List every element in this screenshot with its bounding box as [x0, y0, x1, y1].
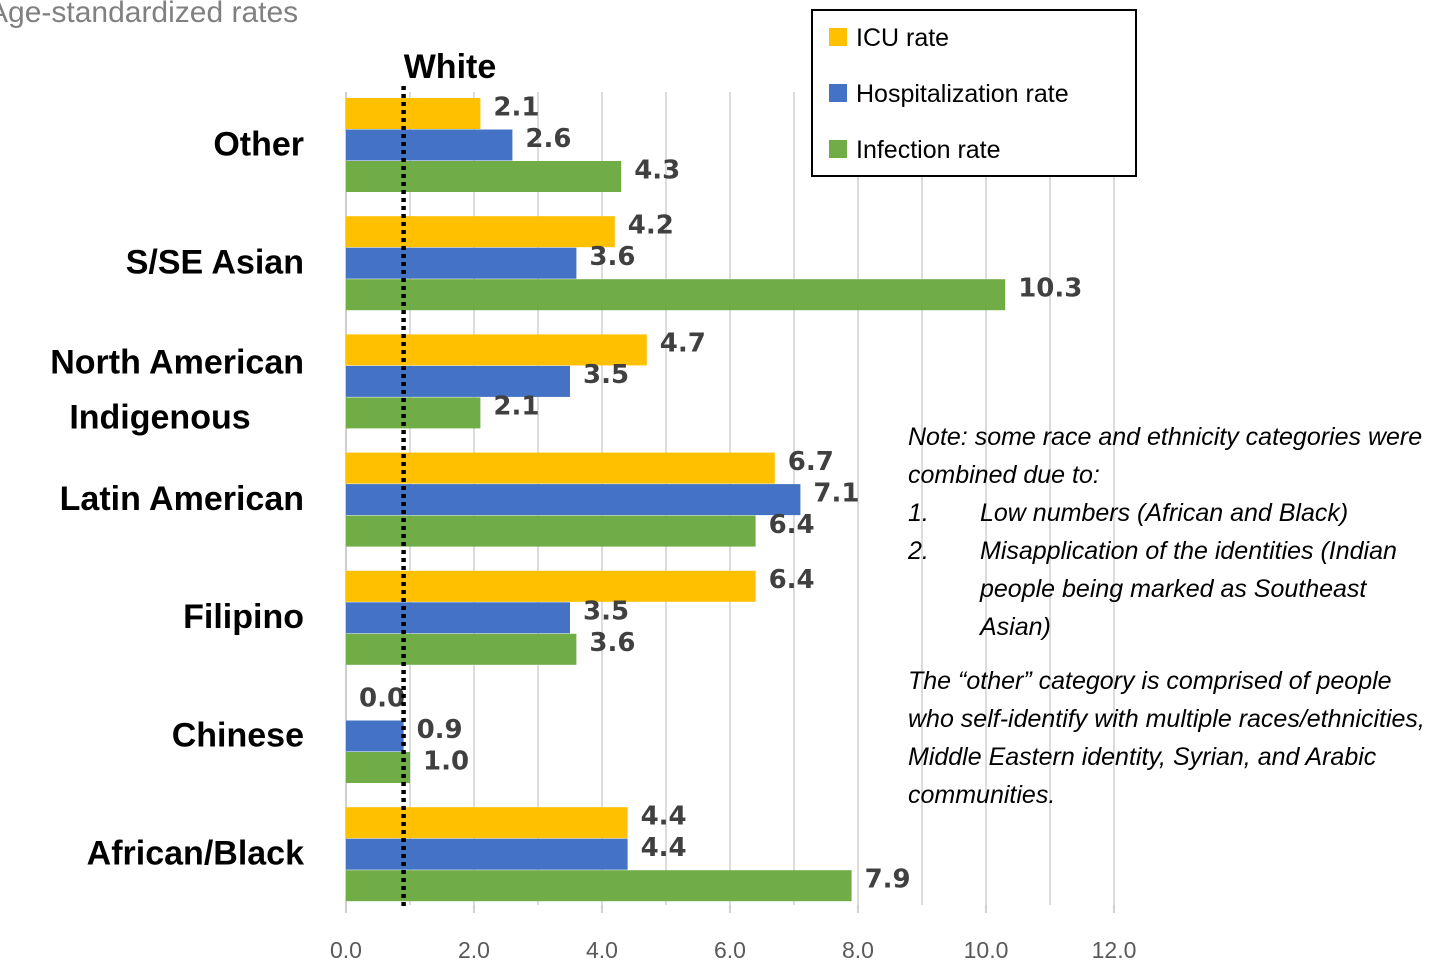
bar-hospitalization-rate	[346, 602, 570, 634]
category-label: Other	[213, 125, 304, 163]
x-tick-label: 0.0	[330, 937, 362, 962]
data-label: 3.6	[589, 242, 635, 272]
x-tick-label: 8.0	[842, 937, 874, 962]
category-label: S/SE Asian	[126, 243, 304, 281]
x-tick-label: 12.0	[1092, 937, 1137, 962]
data-label: 7.9	[865, 865, 911, 895]
bar-hospitalization-rate	[346, 838, 628, 870]
note-other-category: The “other” category is comprised of peo…	[908, 667, 1425, 809]
data-label: 2.1	[493, 92, 539, 122]
legend-swatch	[829, 28, 847, 46]
legend-label: ICU rate	[856, 24, 949, 52]
bar-infection-rate	[346, 870, 852, 902]
bar-hospitalization-rate	[346, 365, 570, 397]
data-label: 6.7	[788, 447, 834, 477]
bar-icu-rate	[346, 334, 647, 366]
bar-infection-rate	[346, 397, 481, 429]
legend-box	[811, 9, 1137, 177]
legend-swatch	[829, 84, 847, 102]
bar-hospitalization-rate	[346, 484, 801, 516]
data-label: 4.3	[634, 155, 680, 185]
bar-infection-rate	[346, 161, 622, 192]
data-label: 4.2	[628, 211, 674, 241]
category-label: Chinese	[172, 716, 304, 754]
data-label: 7.1	[813, 478, 859, 508]
note-item-number: 2.	[908, 537, 929, 565]
note-intro: Note: some race and ethnicity categories…	[908, 423, 1423, 489]
x-tick-label: 6.0	[714, 937, 746, 962]
x-tick-label: 10.0	[964, 937, 1009, 962]
reference-line-label: White	[404, 48, 497, 86]
bar-icu-rate	[346, 98, 481, 129]
data-label: 3.5	[583, 360, 629, 390]
note-item-number: 1.	[908, 499, 929, 527]
data-label: 4.4	[641, 802, 687, 832]
bar-icu-rate	[346, 807, 628, 839]
x-tick-label: 2.0	[458, 937, 490, 962]
data-label: 3.5	[583, 597, 629, 627]
note-item: 1. Low numbers (African and Black)	[908, 494, 1440, 532]
data-label: 2.6	[525, 124, 571, 154]
bar-infection-rate	[346, 279, 1006, 311]
data-label: 4.7	[660, 329, 706, 359]
data-label: 0.9	[417, 715, 463, 745]
bar-infection-rate	[346, 633, 577, 665]
data-label: 1.0	[423, 746, 469, 776]
category-label: Indigenous	[69, 399, 250, 437]
category-label: African/Black	[87, 834, 304, 872]
bar-icu-rate	[346, 216, 615, 248]
bar-infection-rate	[346, 752, 410, 783]
data-label: 6.4	[769, 510, 815, 540]
chart-title: Age-standardized rates	[0, 0, 298, 29]
data-label: 3.6	[589, 628, 635, 658]
category-label: North American	[50, 344, 304, 382]
data-label: 0.0	[359, 683, 405, 713]
bar-hospitalization-rate	[346, 247, 577, 279]
x-tick-label: 4.0	[586, 937, 618, 962]
bar-hospitalization-rate	[346, 720, 404, 752]
bar-icu-rate	[346, 570, 756, 602]
data-label: 6.4	[769, 565, 815, 595]
note-item-text: Misapplication of the identities (Indian…	[980, 537, 1397, 641]
data-label: 4.4	[641, 833, 687, 863]
data-label: 2.1	[493, 392, 539, 422]
legend-label: Hospitalization rate	[856, 80, 1069, 108]
legend-swatch	[829, 140, 847, 158]
bar-infection-rate	[346, 515, 756, 547]
note-item: 2. Misapplication of the identities (Ind…	[908, 532, 1440, 646]
category-label: Filipino	[183, 598, 304, 636]
note-item-text: Low numbers (African and Black)	[980, 499, 1349, 527]
category-label: Latin American	[60, 480, 304, 518]
bar-hospitalization-rate	[346, 129, 513, 161]
note-box: Note: some race and ethnicity categories…	[908, 418, 1440, 814]
bar-icu-rate	[346, 452, 775, 484]
data-label: 10.3	[1018, 274, 1082, 304]
legend-label: Infection rate	[856, 136, 1001, 164]
